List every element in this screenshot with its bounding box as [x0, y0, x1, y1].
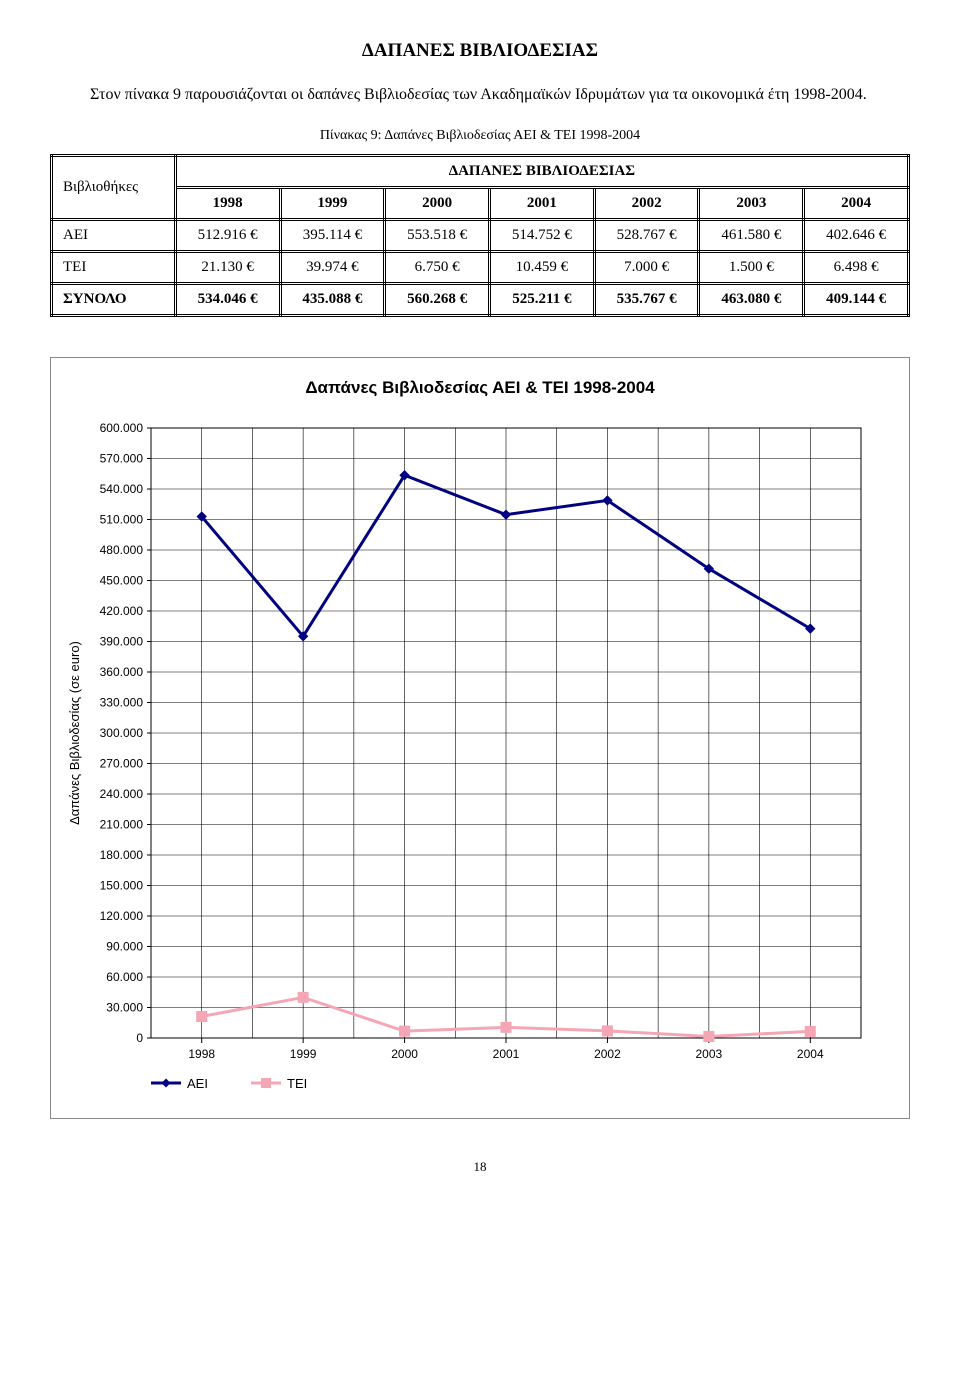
chart-title: Δαπάνες Βιβλιοδεσίας ΑΕΙ & ΤΕΙ 1998-2004 — [61, 378, 899, 398]
cell: 21.130 € — [175, 252, 280, 284]
svg-text:300.000: 300.000 — [100, 726, 144, 740]
svg-text:90.000: 90.000 — [106, 940, 143, 954]
chart-container: Δαπάνες Βιβλιοδεσίας ΑΕΙ & ΤΕΙ 1998-2004… — [50, 357, 910, 1119]
svg-text:60.000: 60.000 — [106, 970, 143, 984]
cell: 553.518 € — [385, 220, 490, 252]
row-label: ΑΕΙ — [52, 220, 176, 252]
svg-text:2002: 2002 — [594, 1047, 621, 1061]
cell: 463.080 € — [699, 284, 804, 316]
svg-text:1999: 1999 — [290, 1047, 317, 1061]
cell: 534.046 € — [175, 284, 280, 316]
group-header: ΔΑΠΑΝΕΣ ΒΙΒΛΙΟΔΕΣΙΑΣ — [175, 156, 908, 188]
svg-text:540.000: 540.000 — [100, 482, 144, 496]
page-number: 18 — [50, 1159, 910, 1175]
svg-text:2001: 2001 — [493, 1047, 520, 1061]
svg-text:600.000: 600.000 — [100, 421, 144, 435]
cell: 409.144 € — [804, 284, 909, 316]
svg-text:2000: 2000 — [391, 1047, 418, 1061]
svg-text:510.000: 510.000 — [100, 513, 144, 527]
year-header-row: 1998199920002001200220032004 — [52, 188, 909, 220]
row-label: ΣΥΝΟΛΟ — [52, 284, 176, 316]
cell: 535.767 € — [594, 284, 699, 316]
cell: 1.500 € — [699, 252, 804, 284]
year-header: 2000 — [385, 188, 490, 220]
cell: 514.752 € — [490, 220, 595, 252]
svg-text:210.000: 210.000 — [100, 818, 144, 832]
svg-text:0: 0 — [136, 1031, 143, 1045]
cell: 395.114 € — [280, 220, 385, 252]
svg-text:120.000: 120.000 — [100, 909, 144, 923]
year-header: 2003 — [699, 188, 804, 220]
cell: 461.580 € — [699, 220, 804, 252]
table-row: ΣΥΝΟΛΟ534.046 €435.088 €560.268 €525.211… — [52, 284, 909, 316]
table-caption: Πίνακας 9: Δαπάνες Βιβλιοδεσίας ΑΕΙ & ΤΕ… — [50, 128, 910, 144]
row-header-label: Βιβλιοθήκες — [52, 156, 176, 220]
svg-text:240.000: 240.000 — [100, 787, 144, 801]
page-title: ΔΑΠΑΝΕΣ ΒΙΒΛΙΟΔΕΣΙΑΣ — [50, 40, 910, 62]
svg-text:ΑΕΙ: ΑΕΙ — [187, 1076, 208, 1091]
cell: 6.750 € — [385, 252, 490, 284]
line-chart: 0 30.000 60.000 90.000 120.000 150.000 180.000… — [61, 418, 881, 1098]
year-header: 1998 — [175, 188, 280, 220]
svg-text:Δαπάνες Βιβλιοδεσίας (σε euro): Δαπάνες Βιβλιοδεσίας (σε euro) — [67, 641, 82, 825]
svg-text:480.000: 480.000 — [100, 543, 144, 557]
svg-text:450.000: 450.000 — [100, 574, 144, 588]
cell: 402.646 € — [804, 220, 909, 252]
cell: 435.088 € — [280, 284, 385, 316]
data-table: Βιβλιοθήκες ΔΑΠΑΝΕΣ ΒΙΒΛΙΟΔΕΣΙΑΣ 1998199… — [50, 154, 910, 317]
svg-text:1998: 1998 — [188, 1047, 215, 1061]
cell: 39.974 € — [280, 252, 385, 284]
svg-text:270.000: 270.000 — [100, 757, 144, 771]
svg-text:30.000: 30.000 — [106, 1001, 143, 1015]
year-header: 2002 — [594, 188, 699, 220]
cell: 10.459 € — [490, 252, 595, 284]
row-label: ΤΕΙ — [52, 252, 176, 284]
svg-text:2004: 2004 — [797, 1047, 824, 1061]
cell: 525.211 € — [490, 284, 595, 316]
svg-text:ΤΕΙ: ΤΕΙ — [287, 1076, 307, 1091]
cell: 7.000 € — [594, 252, 699, 284]
intro-paragraph: Στον πίνακα 9 παρουσιάζονται οι δαπάνες … — [50, 86, 910, 104]
cell: 6.498 € — [804, 252, 909, 284]
svg-text:390.000: 390.000 — [100, 635, 144, 649]
cell: 512.916 € — [175, 220, 280, 252]
cell: 560.268 € — [385, 284, 490, 316]
year-header: 1999 — [280, 188, 385, 220]
table-row: ΤΕΙ21.130 €39.974 €6.750 €10.459 €7.000 … — [52, 252, 909, 284]
svg-text:2003: 2003 — [696, 1047, 723, 1061]
svg-text:330.000: 330.000 — [100, 696, 144, 710]
svg-text:150.000: 150.000 — [100, 879, 144, 893]
table-row: ΑΕΙ512.916 €395.114 €553.518 €514.752 €5… — [52, 220, 909, 252]
year-header: 2001 — [490, 188, 595, 220]
svg-text:420.000: 420.000 — [100, 604, 144, 618]
cell: 528.767 € — [594, 220, 699, 252]
svg-text:570.000: 570.000 — [100, 452, 144, 466]
year-header: 2004 — [804, 188, 909, 220]
svg-text:180.000: 180.000 — [100, 848, 144, 862]
svg-text:360.000: 360.000 — [100, 665, 144, 679]
